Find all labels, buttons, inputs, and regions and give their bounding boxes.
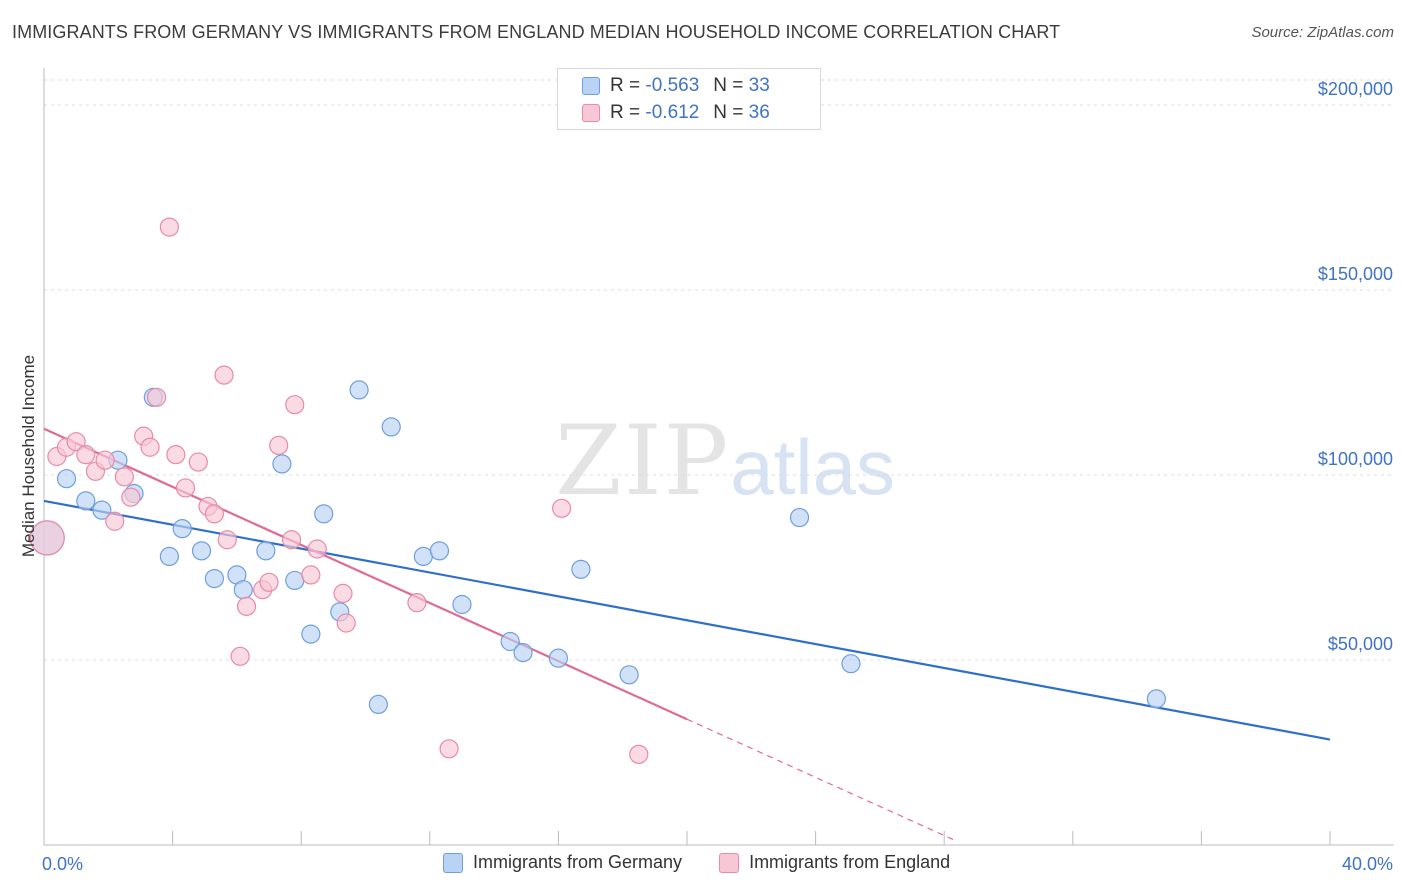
germany-point xyxy=(619,665,639,685)
y-axis-label: Median Household Income xyxy=(19,354,38,558)
germany-point xyxy=(76,491,96,511)
data-points xyxy=(29,217,1166,764)
germany-trend-line xyxy=(43,499,1331,741)
england-point xyxy=(105,511,125,531)
germany-point xyxy=(500,631,520,652)
n-label: N = xyxy=(713,102,744,123)
x-tick-label: 0.0% xyxy=(42,854,83,874)
england-point xyxy=(307,539,327,559)
england-trend-extension xyxy=(686,718,958,842)
england-point xyxy=(214,365,234,385)
england-trend-line xyxy=(43,427,688,721)
england-point xyxy=(336,613,356,633)
germany-swatch xyxy=(443,853,463,874)
england-point xyxy=(114,467,134,487)
axes xyxy=(43,68,1394,846)
germany-point xyxy=(233,580,253,600)
germany-point xyxy=(256,541,276,561)
germany-point xyxy=(314,504,334,524)
y-tick-label: $150,000 xyxy=(1318,264,1393,284)
germany-point xyxy=(272,454,292,474)
y-tick-label: $100,000 xyxy=(1318,449,1393,469)
england-point xyxy=(629,744,649,764)
england-point xyxy=(269,435,289,455)
germany-point xyxy=(841,654,861,674)
england-point xyxy=(439,739,459,759)
england-point xyxy=(230,646,250,666)
germany-swatch xyxy=(582,76,600,95)
germany-point xyxy=(1146,689,1166,709)
correlation-legend: R = -0.563 N = 33 R = -0.612 N = 36 xyxy=(557,68,821,130)
england-point xyxy=(121,487,141,507)
england-point xyxy=(407,593,427,613)
germany-point xyxy=(513,642,533,663)
england-point xyxy=(76,445,96,465)
england-swatch xyxy=(719,853,740,874)
england-point xyxy=(236,596,257,616)
england-point xyxy=(217,530,237,550)
n-label: N = xyxy=(713,75,744,96)
england-swatch xyxy=(582,103,600,122)
legend-row-germany: R = -0.563 N = 33 xyxy=(582,75,770,101)
england-point xyxy=(175,478,196,498)
x-tick-labels: 0.0% 40.0% xyxy=(42,854,1393,874)
r-value: -0.563 xyxy=(645,75,700,96)
england-point xyxy=(140,437,160,457)
germany-point xyxy=(548,648,569,668)
trend-lines xyxy=(43,427,1331,842)
england-point xyxy=(159,217,179,237)
r-value: -0.612 xyxy=(645,102,700,123)
germany-point xyxy=(301,624,321,644)
germany-point xyxy=(571,559,591,579)
england-point xyxy=(188,452,208,472)
england-series-name: Immigrants from England xyxy=(749,852,951,872)
y-tick-label: $50,000 xyxy=(1328,634,1393,654)
england-point xyxy=(95,450,115,470)
england-point xyxy=(146,387,167,407)
germany-point xyxy=(92,500,112,520)
watermark-atlas: atlas xyxy=(730,423,895,511)
germany-series-name: Immigrants from Germany xyxy=(473,852,683,872)
germany-point xyxy=(172,519,192,539)
germany-point xyxy=(789,507,810,528)
chart-title: IMMIGRANTS FROM GERMANY VS IMMIGRANTS FR… xyxy=(12,22,1061,42)
legend-item-germany: Immigrants from Germany xyxy=(443,852,683,874)
england-point xyxy=(301,565,321,585)
england-point xyxy=(552,498,572,518)
germany-point xyxy=(452,594,472,615)
y-tick-label: $200,000 xyxy=(1318,79,1393,99)
series-legend: Immigrants from Germany Immigrants from … xyxy=(443,852,982,874)
england-point xyxy=(204,504,224,524)
germany-point xyxy=(429,541,450,561)
germany-point xyxy=(349,380,369,400)
germany-point xyxy=(285,570,305,591)
germany-point xyxy=(368,694,388,715)
source-label: Source: ZipAtlas.com xyxy=(1251,24,1394,41)
england-point xyxy=(66,432,86,452)
germany-point xyxy=(191,541,212,561)
england-point xyxy=(166,445,186,465)
y-tick-labels: $50,000 $100,000 $150,000 $200,000 xyxy=(1318,79,1393,654)
england-point xyxy=(29,520,65,556)
watermark-zip: ZIP xyxy=(555,405,731,517)
legend-item-england: Immigrants from England xyxy=(719,852,951,874)
england-point xyxy=(333,583,353,604)
germany-point xyxy=(56,469,77,489)
r-label: R = xyxy=(610,75,641,96)
n-value: 36 xyxy=(748,102,770,123)
germany-point xyxy=(413,546,433,567)
watermark: ZIPatlas xyxy=(555,405,895,517)
grid-lines xyxy=(44,79,1394,661)
germany-point xyxy=(204,568,224,589)
england-point xyxy=(259,572,279,592)
n-value: 33 xyxy=(748,75,770,96)
germany-point xyxy=(159,546,179,567)
x-tick-label: 40.0% xyxy=(1342,854,1393,874)
legend-row-england: R = -0.612 N = 36 xyxy=(582,102,770,128)
england-point xyxy=(281,530,302,550)
england-point xyxy=(285,395,305,415)
r-label: R = xyxy=(610,102,641,123)
germany-point xyxy=(381,417,401,437)
